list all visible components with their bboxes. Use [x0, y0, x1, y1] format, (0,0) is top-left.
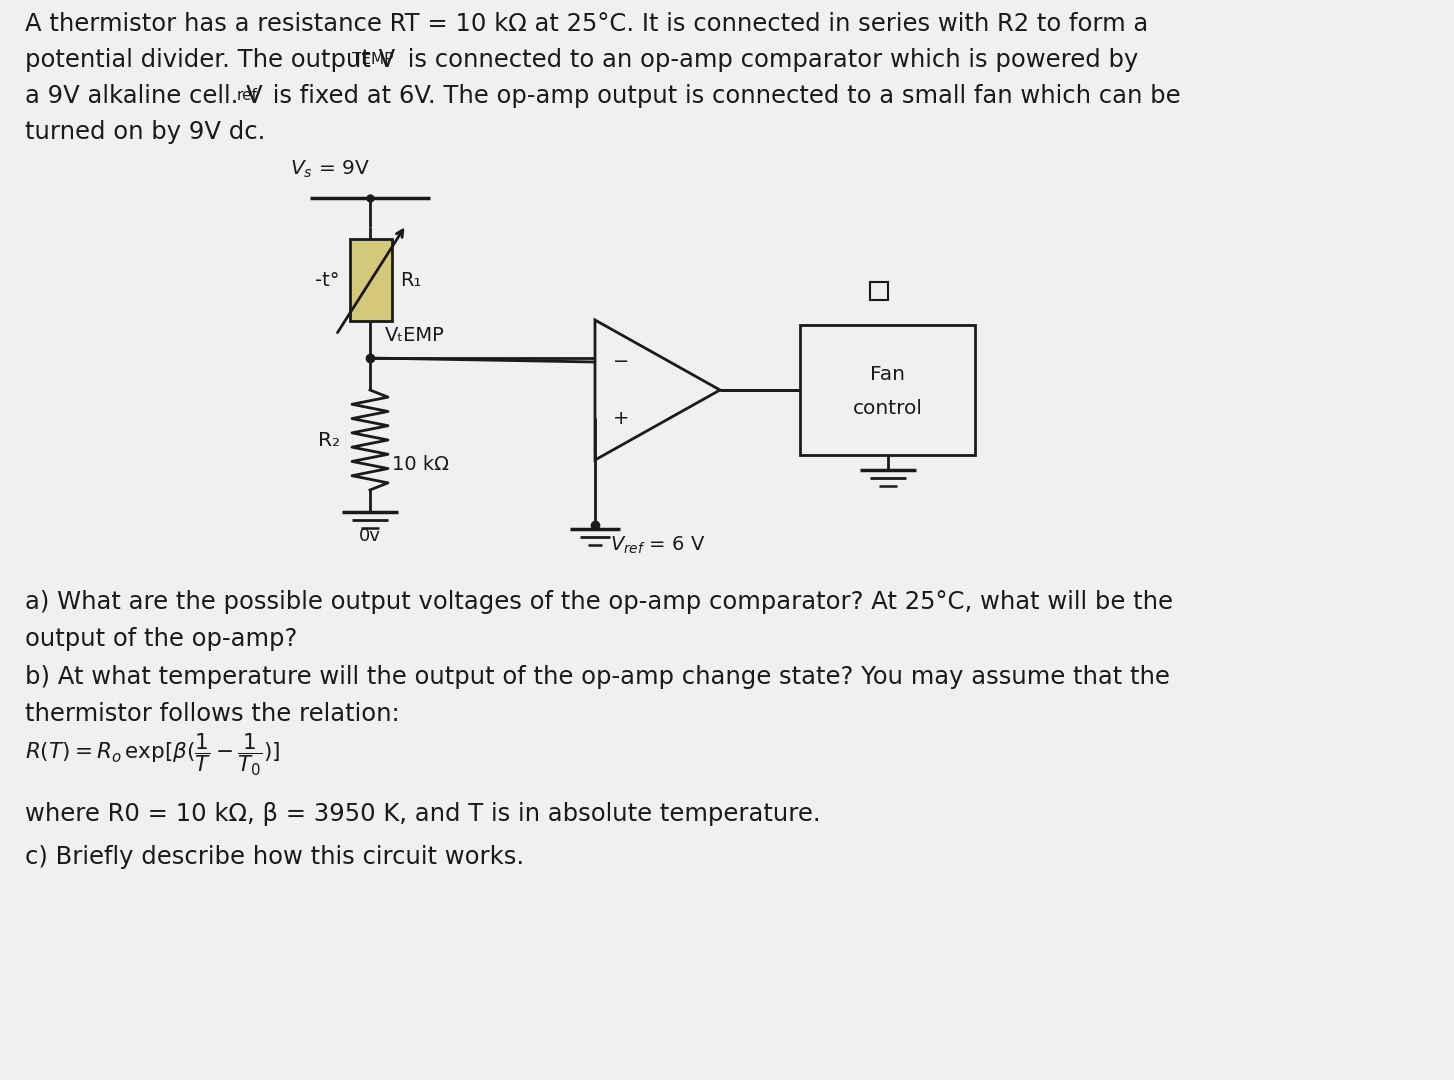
Bar — [869, 282, 888, 300]
Text: $R(T) = R_o \, \mathrm{exp}[\beta(\dfrac{1}{T} - \dfrac{1}{T_0})]$: $R(T) = R_o \, \mathrm{exp}[\beta(\dfrac… — [25, 732, 281, 779]
Text: b) At what temperature will the output of the op-amp change state? You may assum: b) At what temperature will the output o… — [25, 665, 1170, 689]
Text: turned on by 9V dc.: turned on by 9V dc. — [25, 120, 266, 144]
Text: $V_s$ = 9V: $V_s$ = 9V — [289, 159, 369, 180]
Text: potential divider. The output V: potential divider. The output V — [25, 48, 395, 72]
Text: VₜEMP: VₜEMP — [385, 326, 445, 345]
Text: 10 kΩ: 10 kΩ — [393, 455, 449, 474]
Text: where R0 = 10 kΩ, β = 3950 K, and T is in absolute temperature.: where R0 = 10 kΩ, β = 3950 K, and T is i… — [25, 802, 820, 826]
Text: +: + — [614, 408, 630, 428]
Polygon shape — [595, 320, 720, 460]
Text: TEMP: TEMP — [352, 52, 394, 67]
Text: a 9V alkaline cell. V: a 9V alkaline cell. V — [25, 84, 263, 108]
Text: A thermistor has a resistance RT = 10 kΩ at 25°C. It is connected in series with: A thermistor has a resistance RT = 10 kΩ… — [25, 12, 1149, 36]
Text: R₁: R₁ — [400, 270, 422, 289]
Bar — [800, 325, 976, 455]
Text: is connected to an op-amp comparator which is powered by: is connected to an op-amp comparator whi… — [400, 48, 1138, 72]
Text: 0v: 0v — [359, 527, 381, 545]
Text: is fixed at 6V. The op-amp output is connected to a small fan which can be: is fixed at 6V. The op-amp output is con… — [265, 84, 1181, 108]
Text: -t°: -t° — [316, 270, 340, 289]
Text: output of the op-amp?: output of the op-amp? — [25, 627, 298, 651]
Bar — [350, 239, 393, 321]
Text: Fan: Fan — [869, 365, 904, 384]
Text: c) Briefly describe how this circuit works.: c) Briefly describe how this circuit wor… — [25, 845, 523, 869]
Text: ref: ref — [237, 87, 257, 103]
Text: thermistor follows the relation:: thermistor follows the relation: — [25, 702, 400, 726]
Text: −: − — [614, 352, 630, 372]
Text: R₂: R₂ — [318, 431, 340, 449]
Text: a) What are the possible output voltages of the op-amp comparator? At 25°C, what: a) What are the possible output voltages… — [25, 590, 1173, 615]
Text: control: control — [852, 399, 922, 418]
Text: $V_{ref}$ = 6 V: $V_{ref}$ = 6 V — [611, 535, 705, 556]
